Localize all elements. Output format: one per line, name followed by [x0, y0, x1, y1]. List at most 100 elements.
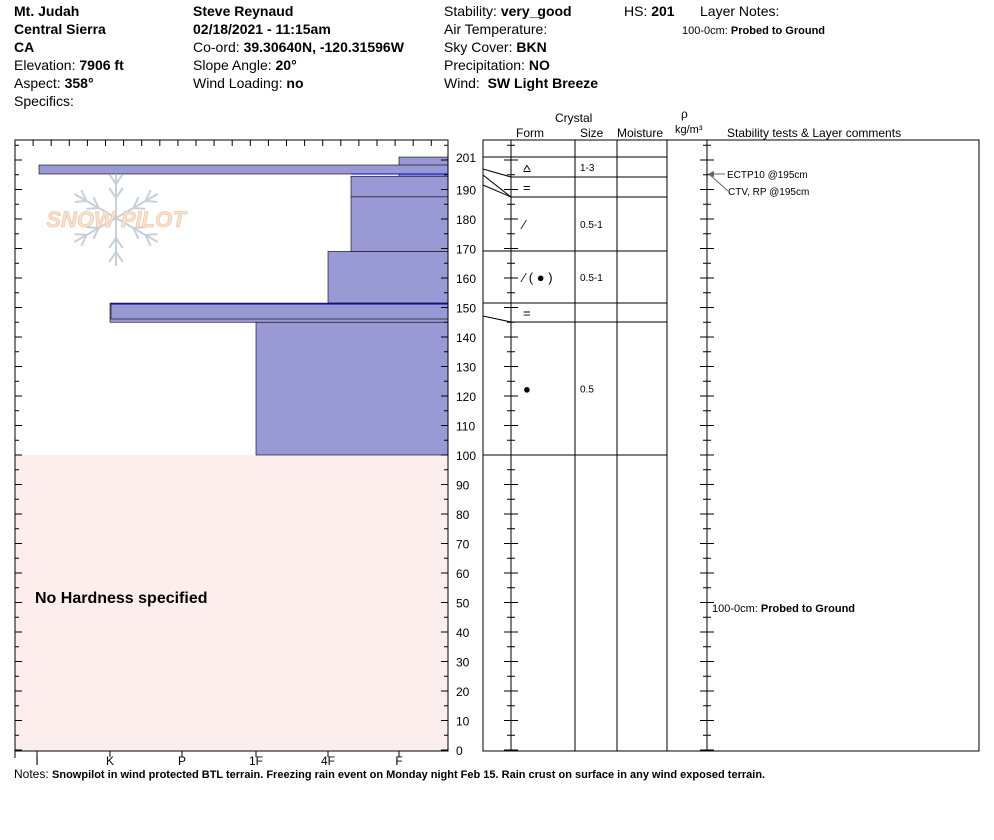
hardness-bar [350, 175, 449, 198]
grain-form: ● [523, 382, 531, 397]
depth-tick-label: 130 [456, 361, 476, 375]
layer-notes-label: Layer Notes: [700, 3, 780, 19]
layer-row[interactable]: = [483, 302, 667, 321]
site-name: Mt. Judah [14, 3, 80, 19]
grain-form: ⩟ [523, 160, 531, 175]
layer-row[interactable]: ⁄ 0.5-1 [482, 174, 667, 232]
layer-row[interactable]: = [482, 168, 667, 195]
slope-value: 20° [275, 57, 297, 73]
hardness-axis-label: 1F [249, 754, 263, 768]
layer-row[interactable]: ⁄ ( ● ) 0.5-1 [483, 250, 667, 285]
depth-tick-label: 120 [456, 390, 476, 404]
air-temperature-label: Air Temperature: [444, 21, 548, 37]
col-form: Form [516, 126, 544, 140]
depth-tick-label: 40 [456, 626, 470, 640]
depth-tick-label: 10 [456, 715, 470, 729]
slope-angle: Slope Angle: 20° [193, 57, 297, 74]
stability-label: Stability: [444, 3, 497, 19]
layer-row[interactable]: ● 0.5 [482, 315, 667, 397]
hardness-axis-label: F [395, 754, 402, 768]
grain-size: 0.5-1 [580, 273, 603, 284]
grain-form: = [523, 180, 531, 195]
depth-tick-label: 180 [456, 213, 476, 227]
elevation-label: Elevation: [14, 57, 76, 73]
col-stability: Stability tests & Layer comments [727, 126, 902, 140]
aspect: Aspect: 358° [14, 75, 94, 92]
depth-tick-label: 30 [456, 656, 470, 670]
grain-form: ⁄ ( ● ) [520, 270, 553, 285]
layer-connector [482, 168, 512, 178]
col-density: kg/m³ [675, 124, 703, 136]
depth-tick-label: 150 [456, 302, 476, 316]
hs-value: 201 [651, 3, 675, 19]
wind-loading-value: no [286, 75, 304, 91]
depth-tick-label: 140 [456, 331, 476, 345]
depth-tick-label: 80 [456, 508, 470, 522]
layer-connector [482, 315, 512, 323]
layer-connector [482, 174, 512, 198]
notes: Notes: Snowpilot in wind protected BTL t… [14, 766, 765, 784]
precip-value: NO [528, 57, 550, 73]
depth-tick-label: 0 [456, 744, 463, 758]
layer-note-text: Probed to Ground [730, 25, 826, 37]
hs-label: HS: [624, 3, 648, 19]
hs: HS: 201 [624, 3, 675, 20]
layer-note: 100-0cm: Probed to Ground [682, 23, 825, 40]
precip-label: Precipitation: [444, 57, 525, 73]
sky-value: BKN [516, 39, 547, 55]
aspect-value: 358° [64, 75, 94, 91]
site-range: Central Sierra [14, 21, 106, 37]
coord-label: Co-ord: [193, 39, 240, 55]
test-arrow [708, 173, 729, 192]
grain-form: = [523, 306, 531, 321]
hardness-frame [14, 139, 449, 752]
depth-tick-label: 170 [456, 243, 476, 257]
wind-loading-label: Wind Loading: [193, 75, 283, 91]
coordinates: Co-ord: 39.30640N, -120.31596W [193, 39, 404, 56]
comment-note: 100-0cm: Probed to Ground [712, 603, 855, 615]
depth-tick-label: 201 [456, 151, 476, 165]
stability-value: very_good [500, 3, 572, 19]
wind-label: Wind: [444, 75, 480, 91]
depth-tick-label: 70 [456, 538, 470, 552]
coord-value: 39.30640N, -120.31596W [243, 39, 404, 55]
layer-note-range: 100-0cm: [682, 25, 728, 37]
hardness-axis-label: P [178, 754, 186, 768]
grain-size: 0.5-1 [580, 220, 603, 231]
stability-test: CTV, RP @195cm [728, 187, 809, 198]
hardness-axis-label: K [106, 754, 114, 768]
wind-loading: Wind Loading: no [193, 75, 304, 92]
col-crystal: Crystal [555, 111, 593, 125]
depth-tick-label: 110 [456, 420, 475, 434]
stability-test: ECTP10 @195cm [727, 170, 808, 181]
sky-label: Sky Cover: [444, 39, 513, 55]
notes-label: Notes: [14, 767, 49, 781]
snowpilot-logo: SNOW PILOT [46, 170, 188, 266]
observer-name: Steve Reynaud [193, 3, 294, 19]
depth-tick-label: 60 [456, 567, 470, 581]
no-hardness-label: No Hardness specified [35, 590, 208, 607]
site-state: CA [14, 39, 35, 55]
logo-text: SNOW PILOT [46, 207, 187, 232]
depth-tick-label: 50 [456, 597, 470, 611]
depth-tick-label: 90 [456, 479, 470, 493]
layer-row[interactable]: ⩟ 1-3 [483, 156, 667, 175]
grain-size: 0.5 [580, 385, 594, 396]
layer-table-frame [482, 139, 980, 752]
elevation: Elevation: 7906 ft [14, 57, 124, 74]
hardness-axis-label: I [35, 754, 38, 768]
hardness-bar [350, 196, 449, 252]
hardness-axis-label: 4F [321, 754, 335, 768]
elevation-value: 7906 ft [79, 57, 124, 73]
col-rho: ρ [681, 107, 688, 121]
depth-tick-label: 190 [456, 184, 476, 198]
grain-form: ⁄ [520, 217, 527, 232]
depth-tick-label: 100 [456, 449, 476, 463]
col-size: Size [580, 126, 604, 140]
grain-size: 1-3 [580, 163, 595, 174]
hardness-bar [255, 321, 449, 456]
aspect-label: Aspect: [14, 75, 61, 91]
wind-value: SW Light Breeze [487, 75, 599, 91]
